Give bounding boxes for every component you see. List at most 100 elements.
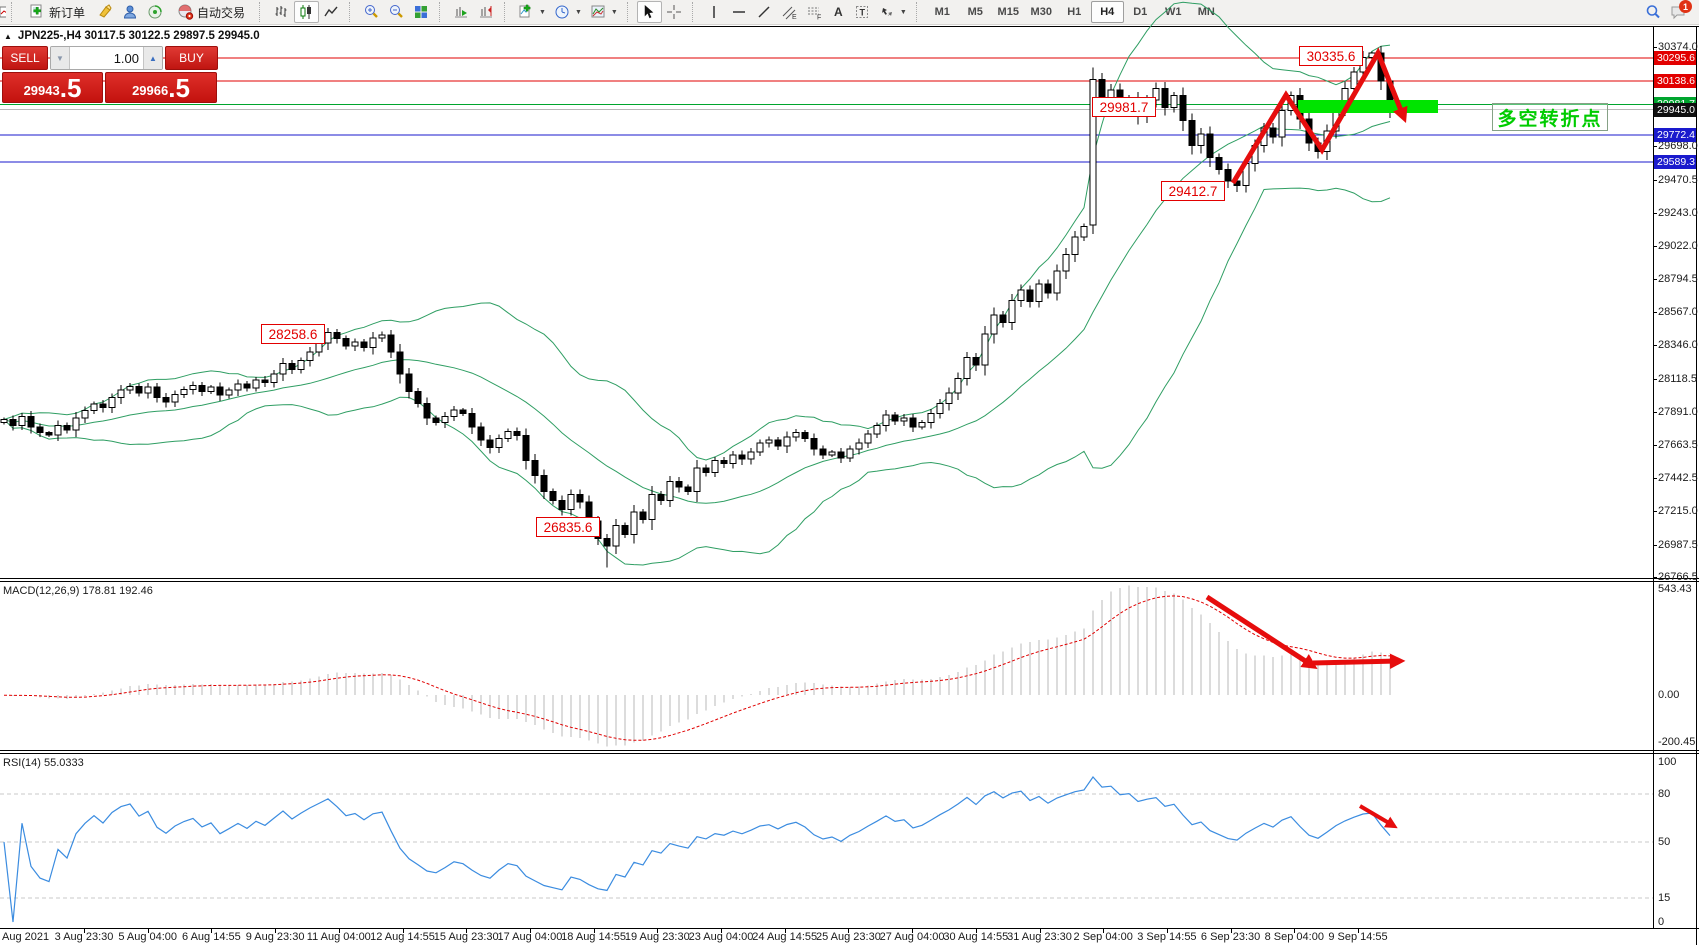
vertical-line-tool[interactable] xyxy=(702,1,727,23)
crosshair-tool-button[interactable] xyxy=(662,1,687,23)
price-annotation-label[interactable]: 28258.6 xyxy=(261,324,325,344)
price-tick-label: 26766.5 xyxy=(1658,571,1698,584)
line-chart-button[interactable] xyxy=(319,1,344,23)
trendline-tool[interactable] xyxy=(752,1,777,23)
window-right-border xyxy=(1696,27,1697,945)
price-annotation-label[interactable]: 29412.7 xyxy=(1161,181,1225,201)
symbol-ohlc-text: JPN225-,H4 30117.5 30122.5 29897.5 29945… xyxy=(17,30,260,42)
dropdown-caret: ▼ xyxy=(610,8,618,16)
price-tick-label: 27215.0 xyxy=(1658,505,1698,518)
time-axis-label: 8 Sep 04:00 xyxy=(1264,931,1324,943)
price-tick-label: 28567.0 xyxy=(1658,306,1698,319)
timeframe-button-M1[interactable]: M1 xyxy=(934,6,950,18)
collapse-triangle-icon[interactable]: ▲ xyxy=(4,31,12,41)
pane-separator[interactable] xyxy=(0,750,1699,751)
rsi-axis-label: 0 xyxy=(1658,916,1665,928)
rsi-label: RSI(14) 55.0333 xyxy=(3,757,84,769)
timeframe-button-H4[interactable]: H4 xyxy=(1090,1,1124,23)
bar-chart-icon xyxy=(273,4,290,20)
price-annotation-label[interactable]: 29981.7 xyxy=(1092,97,1156,117)
price-tick-label: 29698.0 xyxy=(1658,140,1698,153)
zoom-out-button[interactable] xyxy=(384,1,409,23)
pane-separator[interactable] xyxy=(0,578,1699,579)
clock-icon xyxy=(554,4,571,20)
bar-chart-button[interactable] xyxy=(269,1,294,23)
time-axis-label: 3 Aug 23:30 xyxy=(54,931,114,943)
signals-button[interactable] xyxy=(143,1,168,23)
candlestick-chart-button[interactable] xyxy=(294,1,319,23)
price-tick-label: 29470.5 xyxy=(1658,173,1698,186)
price-tick-label: 28118.5 xyxy=(1658,372,1697,385)
turning-point-annotation[interactable]: 多空转折点 xyxy=(1492,103,1608,131)
timeframe-button-M30[interactable]: M30 xyxy=(1030,6,1052,18)
buy-button[interactable]: BUY xyxy=(165,46,218,70)
toolbar-separator xyxy=(439,2,446,22)
sell-button[interactable]: SELL xyxy=(2,46,48,70)
price-annotation-label[interactable]: 26835.6 xyxy=(536,517,600,537)
price-tick-mark xyxy=(1653,378,1657,380)
time-tick-mark xyxy=(593,929,595,933)
market-watch-button[interactable] xyxy=(93,1,118,23)
autotrading-button[interactable]: 自动交易 xyxy=(168,1,254,23)
chart-shift-icon xyxy=(478,4,495,20)
price-tick-label: 28794.5 xyxy=(1658,273,1698,285)
price-tick-mark xyxy=(1653,146,1657,148)
price-annotation-label[interactable]: 30335.6 xyxy=(1299,46,1363,66)
rsi-name: RSI(14) xyxy=(3,757,41,769)
time-tick-mark xyxy=(147,929,149,933)
templates-icon xyxy=(590,4,607,20)
timeframe-button-W1[interactable]: W1 xyxy=(1165,6,1182,18)
timeframe-button-M15[interactable]: M15 xyxy=(997,6,1019,18)
bid-price[interactable]: 29943.5 xyxy=(2,72,103,103)
tile-windows-button[interactable] xyxy=(409,1,434,23)
timeframe-button-MN[interactable]: MN xyxy=(1197,6,1215,18)
text-tool[interactable]: A xyxy=(827,1,850,23)
timeframe-button-H1[interactable]: H1 xyxy=(1067,6,1082,18)
time-axis-label: 12 Aug 14:55 xyxy=(370,931,435,943)
zoom-in-button[interactable] xyxy=(359,1,384,23)
time-tick-mark xyxy=(84,929,85,933)
timeframe-button-M5[interactable]: M5 xyxy=(967,6,983,18)
templates-button[interactable]: ▼ xyxy=(586,1,622,23)
auto-scroll-button[interactable] xyxy=(449,1,474,23)
auto-scroll-icon xyxy=(453,4,470,20)
new-order-button[interactable]: 新订单 xyxy=(21,1,93,23)
channel-tool[interactable]: E xyxy=(777,1,802,23)
fibonacci-tool[interactable]: F xyxy=(802,1,827,23)
time-axis-label: 17 Aug 04:00 xyxy=(497,931,563,943)
chart-window-icon xyxy=(0,4,6,20)
fibo-sub-glyph: F xyxy=(817,15,821,21)
channel-sub-glyph: E xyxy=(792,14,797,20)
macd-axis-label: 543.43 xyxy=(1658,583,1692,595)
chart-shift-button[interactable] xyxy=(474,1,499,23)
volume-increase-button[interactable]: ▲ xyxy=(143,47,162,69)
macd-axis-label: -200.45 xyxy=(1658,736,1696,748)
periods-button[interactable]: ▼ xyxy=(550,1,586,23)
new-order-icon xyxy=(29,4,46,20)
timeframe-button-D1[interactable]: D1 xyxy=(1133,6,1148,18)
profile-button[interactable] xyxy=(118,1,143,23)
indicators-button[interactable]: ▼ xyxy=(514,1,550,23)
search-button[interactable] xyxy=(1641,1,1666,23)
time-tick-mark xyxy=(402,929,404,933)
horizontal-line-tool[interactable] xyxy=(727,1,752,23)
ask-price[interactable]: 29966.5 xyxy=(105,72,217,103)
cursor-tool-button[interactable] xyxy=(636,1,662,23)
text-label-tool[interactable]: T xyxy=(850,1,875,23)
rsi-axis-label: 50 xyxy=(1658,836,1671,848)
price-tick-label: 29022.0 xyxy=(1658,239,1698,252)
chat-bubble-icon: 1 xyxy=(1670,0,1692,20)
price-axis-line[interactable] xyxy=(1653,27,1654,928)
notifications-button[interactable]: 1 xyxy=(1666,0,1692,23)
pane-separator[interactable] xyxy=(0,753,1699,754)
volume-decrease-button[interactable]: ▼ xyxy=(51,47,70,69)
toolbar-separator xyxy=(349,2,356,22)
dropdown-caret: ▼ xyxy=(539,8,546,16)
price-tick-mark xyxy=(1653,411,1657,413)
bid-frac: .5 xyxy=(59,73,82,103)
volume-input[interactable]: 1.00 xyxy=(113,50,139,66)
pane-separator[interactable] xyxy=(0,581,1699,582)
arrows-tool[interactable]: ▼ xyxy=(875,1,911,23)
time-axis-label: 27 Aug 04:00 xyxy=(879,931,945,943)
